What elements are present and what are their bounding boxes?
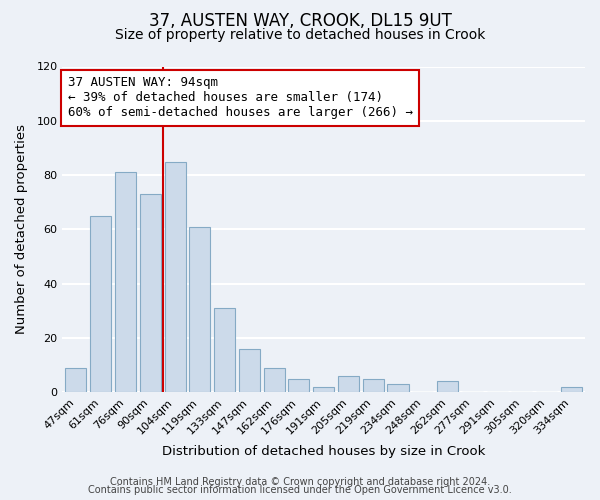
Bar <box>115 172 136 392</box>
Bar <box>164 162 185 392</box>
Text: 37, AUSTEN WAY, CROOK, DL15 9UT: 37, AUSTEN WAY, CROOK, DL15 9UT <box>149 12 451 30</box>
Bar <box>263 368 284 392</box>
Bar <box>289 379 310 392</box>
Text: Size of property relative to detached houses in Crook: Size of property relative to detached ho… <box>115 28 485 42</box>
Bar <box>362 379 384 392</box>
Bar <box>338 376 359 392</box>
Bar <box>437 382 458 392</box>
Text: Contains HM Land Registry data © Crown copyright and database right 2024.: Contains HM Land Registry data © Crown c… <box>110 477 490 487</box>
Bar <box>388 384 409 392</box>
Bar <box>90 216 111 392</box>
Bar <box>214 308 235 392</box>
Text: Contains public sector information licensed under the Open Government Licence v3: Contains public sector information licen… <box>88 485 512 495</box>
Y-axis label: Number of detached properties: Number of detached properties <box>15 124 28 334</box>
Bar <box>140 194 161 392</box>
Bar <box>313 387 334 392</box>
Bar <box>65 368 86 392</box>
Bar <box>189 226 211 392</box>
Bar <box>561 387 582 392</box>
Bar <box>239 349 260 393</box>
X-axis label: Distribution of detached houses by size in Crook: Distribution of detached houses by size … <box>162 444 485 458</box>
Text: 37 AUSTEN WAY: 94sqm
← 39% of detached houses are smaller (174)
60% of semi-deta: 37 AUSTEN WAY: 94sqm ← 39% of detached h… <box>68 76 413 120</box>
